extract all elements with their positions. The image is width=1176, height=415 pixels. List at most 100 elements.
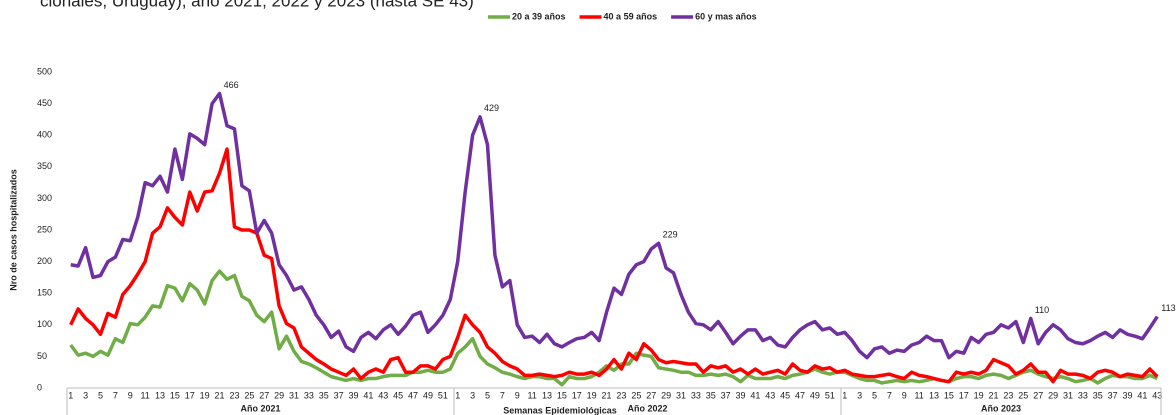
y-tick-label: 400 — [37, 130, 52, 140]
x-tick-label: 35 — [1093, 390, 1103, 400]
x-tick-label: 9 — [515, 390, 520, 400]
x-tick-label: 17 — [185, 390, 195, 400]
x-tick-label: 9 — [128, 390, 133, 400]
x-tick-label: 41 — [363, 390, 373, 400]
x-tick-label: 15 — [557, 390, 567, 400]
chart-title: cionales, Uruguay), año 2021, 2022 y 202… — [40, 0, 474, 10]
x-tick-label: 29 — [1048, 390, 1058, 400]
x-tick-label: 9 — [902, 390, 907, 400]
x-tick-label: 31 — [676, 390, 686, 400]
data-label: 229 — [663, 230, 678, 240]
x-tick-label: 37 — [334, 390, 344, 400]
x-tick-label: 21 — [989, 390, 999, 400]
x-tick-label: 25 — [244, 390, 254, 400]
x-tick-label: 11 — [527, 390, 536, 400]
y-axis-title: Nro de casos hospitalizados — [8, 169, 18, 291]
x-tick-label: 7 — [887, 390, 892, 400]
x-tick-label: 7 — [113, 390, 118, 400]
x-tick-label: 43 — [378, 390, 388, 400]
x-tick-label: 41 — [750, 390, 760, 400]
x-tick-label: 3 — [470, 390, 475, 400]
x-tick-label: 33 — [1078, 390, 1088, 400]
x-tick-label: 1 — [68, 390, 73, 400]
x-tick-label: 13 — [155, 390, 165, 400]
x-tick-label: 11 — [140, 390, 149, 400]
x-tick-label: 11 — [914, 390, 923, 400]
x-tick-label: 23 — [1003, 390, 1013, 400]
x-tick-label: 5 — [485, 390, 490, 400]
x-tick-label: 49 — [423, 390, 433, 400]
x-tick-label: 21 — [215, 390, 225, 400]
x-tick-label: 5 — [98, 390, 103, 400]
y-tick-label: 200 — [37, 256, 52, 266]
x-tick-label: 41 — [1137, 390, 1147, 400]
data-label: 429 — [484, 103, 499, 113]
x-tick-label: 13 — [542, 390, 552, 400]
series-line — [69, 147, 1159, 384]
x-tick-label: 27 — [646, 390, 656, 400]
x-axis-title: Semanas Epidemiológicas — [503, 405, 617, 415]
x-tick-label: 51 — [825, 390, 835, 400]
x-tick-label: 35 — [319, 390, 329, 400]
legend-label: 20 a 39 años — [512, 11, 566, 21]
x-tick-label: 17 — [572, 390, 582, 400]
x-tick-label: 1 — [842, 390, 847, 400]
x-tick-label: 1 — [455, 390, 460, 400]
y-tick-label: 350 — [37, 161, 52, 171]
x-tick-label: 39 — [349, 390, 359, 400]
x-tick-label: 47 — [408, 390, 418, 400]
x-tick-label: 37 — [721, 390, 731, 400]
x-tick-label: 21 — [602, 390, 612, 400]
x-tick-label: 49 — [810, 390, 820, 400]
x-tick-label: 33 — [304, 390, 314, 400]
x-tick-label: 39 — [1123, 390, 1133, 400]
group-label: Año 2021 — [240, 403, 280, 413]
series-line — [69, 269, 1158, 387]
x-tick-label: 45 — [393, 390, 403, 400]
legend-label: 60 y mas años — [695, 11, 757, 21]
data-label: 466 — [224, 80, 239, 90]
data-label: 113 — [1161, 303, 1175, 313]
x-tick-label: 47 — [795, 390, 805, 400]
x-tick-label: 39 — [736, 390, 746, 400]
y-tick-label: 250 — [37, 224, 52, 234]
x-tick-label: 19 — [974, 390, 984, 400]
y-tick-label: 300 — [37, 193, 52, 203]
x-tick-label: 7 — [500, 390, 505, 400]
y-tick-label: 100 — [37, 319, 52, 329]
y-tick-label: 150 — [37, 288, 52, 298]
x-tick-label: 25 — [1018, 390, 1028, 400]
legend-label: 40 a 59 años — [604, 11, 658, 21]
x-tick-label: 19 — [200, 390, 210, 400]
x-tick-label: 27 — [1033, 390, 1043, 400]
group-label: Año 2023 — [981, 403, 1021, 413]
x-tick-label: 33 — [691, 390, 701, 400]
x-tick-label: 43 — [765, 390, 775, 400]
x-tick-label: 17 — [959, 390, 969, 400]
x-tick-label: 31 — [289, 390, 299, 400]
x-tick-label: 43 — [1152, 390, 1162, 400]
x-tick-label: 51 — [438, 390, 448, 400]
x-tick-label: 15 — [170, 390, 180, 400]
x-tick-label: 23 — [229, 390, 239, 400]
x-tick-label: 3 — [857, 390, 862, 400]
x-tick-label: 27 — [259, 390, 269, 400]
x-tick-label: 3 — [83, 390, 88, 400]
x-tick-label: 23 — [616, 390, 626, 400]
x-tick-label: 31 — [1063, 390, 1073, 400]
x-tick-label: 13 — [929, 390, 939, 400]
y-tick-label: 450 — [37, 98, 52, 108]
x-tick-label: 19 — [587, 390, 597, 400]
x-tick-label: 45 — [780, 390, 790, 400]
x-tick-label: 29 — [661, 390, 671, 400]
x-tick-label: 5 — [872, 390, 877, 400]
x-tick-label: 35 — [706, 390, 716, 400]
group-label: Año 2022 — [627, 403, 667, 413]
series-line — [70, 91, 1159, 360]
x-tick-label: 29 — [274, 390, 284, 400]
data-label: 110 — [1035, 305, 1049, 315]
x-tick-label: 25 — [631, 390, 641, 400]
y-tick-label: 50 — [37, 351, 47, 361]
y-tick-label: 0 — [37, 382, 42, 392]
